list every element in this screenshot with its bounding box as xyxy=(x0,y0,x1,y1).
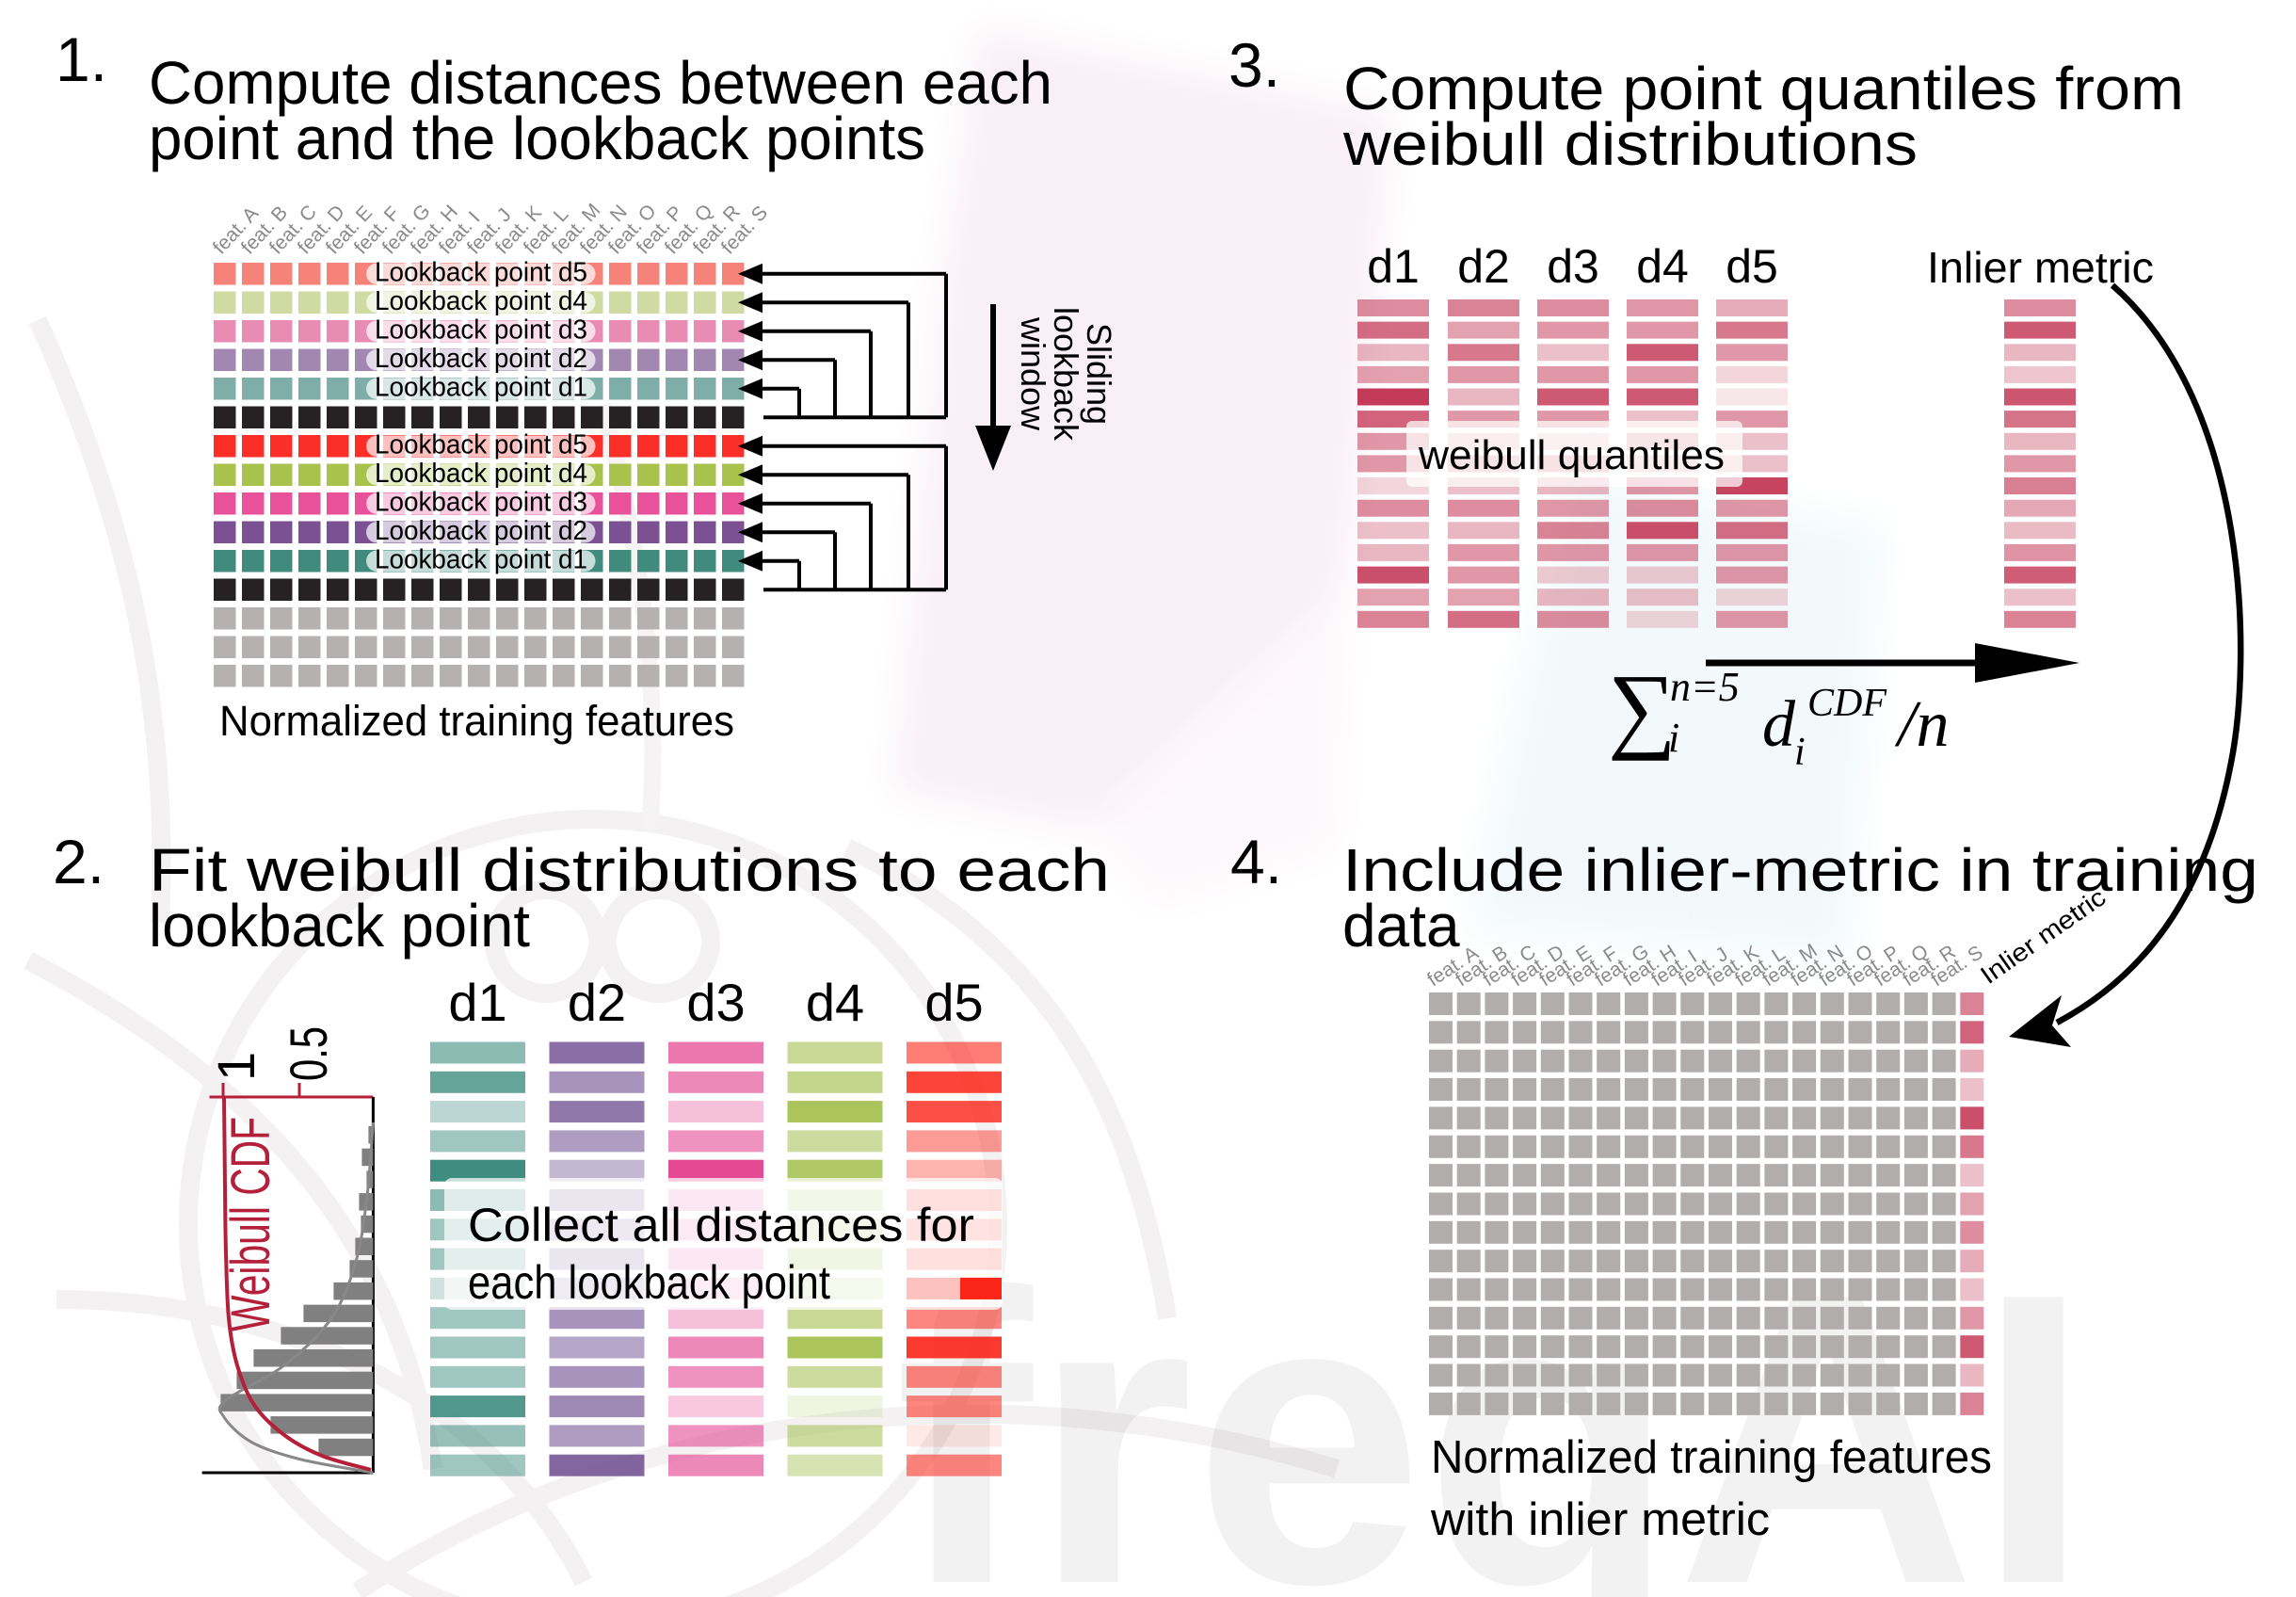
svg-text:i: i xyxy=(1794,731,1806,774)
svg-text:Lookback point d4: Lookback point d4 xyxy=(375,286,587,316)
svg-text:Lookback point d2: Lookback point d2 xyxy=(375,344,587,374)
svg-text:Lookback point d2: Lookback point d2 xyxy=(375,516,587,546)
svg-text:d5: d5 xyxy=(1726,240,1778,293)
svg-text:d: d xyxy=(1762,688,1796,761)
svg-text:d4: d4 xyxy=(806,973,864,1032)
svg-text:3.: 3. xyxy=(1228,30,1280,100)
svg-text:d2: d2 xyxy=(568,973,626,1032)
svg-text:Lookback point d4: Lookback point d4 xyxy=(375,459,587,489)
svg-text:d1: d1 xyxy=(448,973,506,1032)
svg-text:1.: 1. xyxy=(56,24,107,94)
svg-text:d3: d3 xyxy=(1547,240,1599,293)
svg-text:Collect all distances for: Collect all distances for xyxy=(468,1199,974,1251)
svg-text:Slidinglookbackwindow: Slidinglookbackwindow xyxy=(1014,307,1118,442)
svg-text:Lookback point d3: Lookback point d3 xyxy=(375,488,587,518)
svg-text:d2: d2 xyxy=(1457,240,1510,293)
svg-text:Lookback point d1: Lookback point d1 xyxy=(375,373,587,403)
svg-text:Lookback point d3: Lookback point d3 xyxy=(375,315,587,346)
svg-text:Lookback point d1: Lookback point d1 xyxy=(375,545,587,575)
svg-text:Compute point quantiles from: Compute point quantiles from xyxy=(1343,55,2184,122)
svg-text:Lookback point d5: Lookback point d5 xyxy=(375,430,587,460)
svg-text:Normalized training features: Normalized training features xyxy=(219,697,734,745)
svg-text:Normalized training features: Normalized training features xyxy=(1431,1432,1992,1483)
svg-text:Fit weibull distributions to e: Fit weibull distributions to each xyxy=(149,836,1110,904)
svg-text:4.: 4. xyxy=(1230,827,1282,896)
svg-text:i: i xyxy=(1668,715,1679,761)
svg-text:Lookback point d5: Lookback point d5 xyxy=(375,258,587,288)
svg-text:lookback point: lookback point xyxy=(149,892,530,960)
svg-text:weibull distributions: weibull distributions xyxy=(1342,110,1918,178)
svg-text:d5: d5 xyxy=(924,973,983,1032)
svg-text:weibull quantiles: weibull quantiles xyxy=(1418,432,1725,478)
svg-text:1: 1 xyxy=(206,1052,265,1081)
svg-text:Include inlier-metric in train: Include inlier-metric in training xyxy=(1342,836,2258,904)
svg-text:Compute distances between each: Compute distances between each xyxy=(149,49,1052,117)
svg-text:each lookback point: each lookback point xyxy=(468,1256,830,1309)
svg-text:∑: ∑ xyxy=(1608,655,1677,762)
svg-text:CDF: CDF xyxy=(1807,682,1887,725)
svg-text:point and the lookback points: point and the lookback points xyxy=(149,105,925,172)
svg-text:n=5: n=5 xyxy=(1670,664,1740,710)
svg-text:/n: /n xyxy=(1894,688,1949,761)
svg-text:d3: d3 xyxy=(686,973,745,1032)
svg-text:d1: d1 xyxy=(1367,240,1420,293)
svg-text:0.5: 0.5 xyxy=(279,1026,338,1081)
svg-text:2.: 2. xyxy=(53,827,104,896)
svg-text:Weibull CDF: Weibull CDF xyxy=(220,1117,281,1331)
svg-text:with inlier metric: with inlier metric xyxy=(1430,1494,1770,1545)
svg-text:data: data xyxy=(1342,892,1460,960)
svg-text:Inlier metric: Inlier metric xyxy=(1927,243,2154,292)
svg-text:d4: d4 xyxy=(1636,240,1689,293)
